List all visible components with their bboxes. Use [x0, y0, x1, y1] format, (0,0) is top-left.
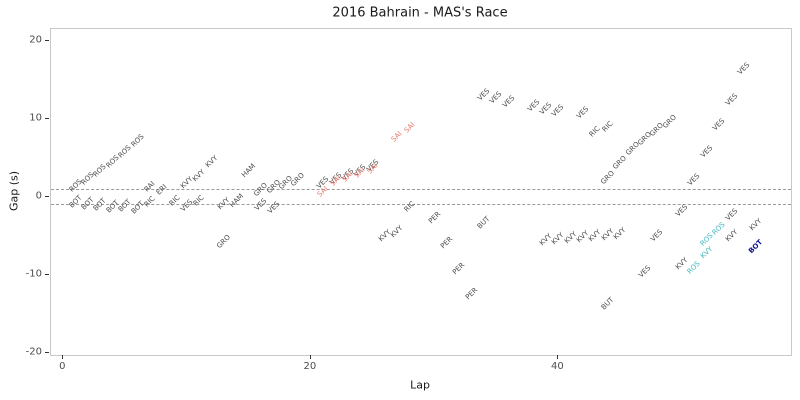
driver-label: KVY [748, 216, 764, 233]
driver-label: VES [265, 199, 282, 215]
driver-label: GRO [660, 113, 678, 130]
driver-label: VES [674, 203, 690, 219]
driver-label: BOT [747, 237, 765, 255]
x-tick-label: 0 [59, 361, 66, 372]
y-tick-mark [45, 351, 49, 353]
driver-label: RIC [600, 119, 615, 134]
y-tick-label: 20 [29, 34, 42, 46]
x-tick-mark [62, 355, 64, 359]
driver-label: RAI [142, 180, 157, 194]
reference-line [51, 188, 791, 190]
driver-label: ROS [686, 259, 703, 277]
driver-label: GRO [289, 171, 307, 189]
driver-label: GRO [215, 233, 233, 250]
driver-label: ROS [116, 143, 133, 160]
driver-label: VES [735, 60, 752, 77]
x-axis-label: Lap [410, 378, 430, 392]
driver-label: HAM [227, 192, 245, 210]
driver-label: VES [500, 93, 517, 109]
driver-label: GRO [599, 169, 616, 187]
driver-label: KVY [723, 227, 739, 243]
driver-label: SAI [402, 120, 417, 135]
driver-label: HAM [240, 162, 258, 180]
driver-label: ROS [710, 220, 727, 237]
driver-label: GRO [611, 154, 629, 172]
y-tick-mark [45, 273, 49, 275]
driver-label: VES [723, 207, 739, 223]
driver-label: VES [698, 144, 715, 160]
y-tick-mark [45, 195, 49, 197]
driver-label: ROS [129, 132, 146, 150]
driver-label: KVY [698, 244, 715, 261]
x-tick-label: 40 [550, 361, 564, 372]
driver-label: PER [463, 286, 479, 302]
driver-label: KVY [389, 223, 405, 240]
chart-title: 2016 Bahrain - MAS's Race [332, 5, 508, 21]
driver-label: VES [575, 105, 591, 121]
y-axis-label: Gap (s) [7, 170, 21, 212]
driver-label: VES [636, 263, 653, 279]
driver-label: VES [711, 116, 727, 133]
driver-label: VES [723, 91, 739, 108]
driver-label: KVY [203, 154, 220, 170]
driver-label: PER [426, 209, 442, 225]
driver-label: BUT [475, 214, 492, 231]
driver-label: ERI [155, 183, 169, 197]
y-tick-label: -10 [25, 268, 42, 280]
reference-line [51, 204, 791, 206]
driver-label: VES [686, 171, 702, 187]
plot-panel: ROS ROS ROS ROS ROS ROS BOT BOT BOT BOT BOT BOT RAI E… [50, 28, 792, 356]
x-tick-mark [557, 355, 559, 359]
driver-label: PER [439, 234, 455, 250]
driver-label: PER [451, 261, 467, 277]
y-tick-label: -20 [25, 346, 42, 358]
y-tick-mark [45, 117, 49, 119]
driver-label: RIC [142, 194, 157, 209]
x-tick-mark [309, 355, 311, 359]
driver-label: RIC [402, 199, 417, 214]
driver-label: SAI [390, 130, 405, 144]
driver-label: KVY [612, 226, 628, 242]
driver-label: VES [179, 198, 195, 214]
driver-label: VES [649, 228, 665, 244]
driver-label: KVY [191, 167, 207, 183]
y-tick-mark [45, 39, 49, 41]
y-tick-label: 10 [29, 112, 42, 124]
driver-label: BUT [599, 295, 616, 312]
y-tick-label: 0 [35, 190, 42, 202]
x-tick-label: 20 [303, 361, 317, 372]
